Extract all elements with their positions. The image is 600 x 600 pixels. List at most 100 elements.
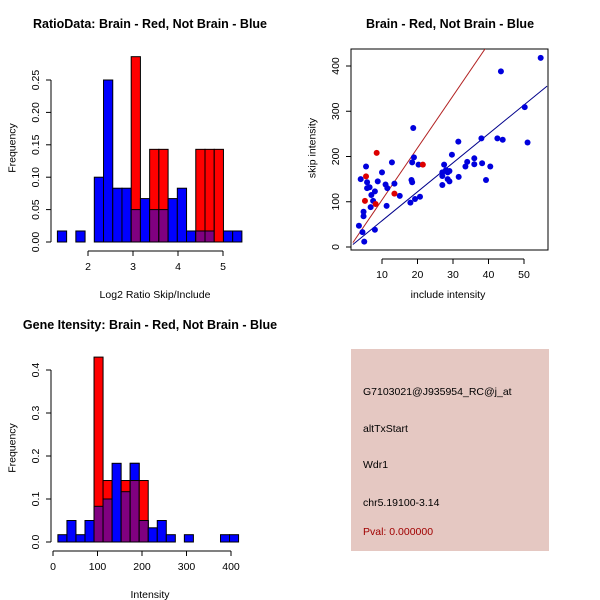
x-axis-label: Log2 Ratio Skip/Include — [100, 289, 211, 301]
x-tick-label: 30 — [447, 269, 459, 281]
y-axis-label: Frequency — [7, 122, 19, 172]
bar-not-brain — [84, 520, 95, 543]
bar-not-brain — [186, 230, 197, 243]
point-not-brain — [359, 229, 366, 236]
x-tick-label: 200 — [133, 561, 151, 573]
info-panel: G7103021@J935954_RC@j_at altTxStart Wdr1… — [351, 349, 549, 551]
y-axis-label: skip intensity — [307, 117, 319, 178]
point-not-brain — [446, 167, 453, 174]
point-not-brain — [446, 178, 453, 185]
point-not-brain — [497, 68, 504, 75]
bar-not-brain — [75, 230, 86, 243]
point-not-brain — [407, 199, 414, 206]
bar-not-brain — [121, 187, 132, 243]
bar-not-brain — [229, 534, 240, 543]
point-not-brain — [384, 185, 391, 192]
point-not-brain — [412, 196, 419, 203]
bar-not-brain — [139, 198, 151, 243]
x-axis-label: Intensity — [130, 589, 170, 600]
point-not-brain — [487, 163, 494, 170]
bar-overlap — [93, 505, 104, 543]
point-not-brain — [471, 155, 478, 162]
y-tick-label: 0.25 — [30, 70, 42, 91]
point-not-brain — [410, 124, 417, 131]
y-tick-label: 0.2 — [30, 449, 42, 464]
point-not-brain — [439, 182, 446, 189]
chart-title: Brain - Red, Not Brain - Blue — [366, 17, 534, 31]
point-not-brain — [494, 135, 501, 142]
plot-box — [350, 48, 549, 251]
bar-not-brain — [219, 534, 231, 543]
y-tick-label: 0.20 — [30, 102, 42, 123]
bar-not-brain — [56, 230, 68, 243]
gene-name: Wdr1 — [363, 459, 389, 471]
point-not-brain — [367, 204, 374, 211]
y-tick-label: 0.1 — [30, 492, 42, 507]
bar-not-brain — [222, 230, 234, 243]
bar-not-brain — [232, 230, 243, 243]
point-not-brain — [409, 159, 416, 166]
y-tick-label: 200 — [330, 148, 342, 166]
point-brain — [372, 201, 379, 208]
bar-brain — [213, 148, 224, 243]
bar-not-brain — [167, 198, 178, 243]
point-not-brain — [455, 138, 462, 145]
point-not-brain — [396, 192, 403, 199]
bar-not-brain — [75, 534, 86, 543]
fit-line — [352, 85, 548, 245]
chart-title: RatioData: Brain - Red, Not Brain - Blue — [33, 17, 267, 31]
point-brain — [419, 161, 426, 168]
y-tick-label: 0.15 — [30, 134, 42, 155]
bar-not-brain — [156, 520, 167, 543]
point-not-brain — [499, 136, 506, 143]
bar-not-brain — [112, 187, 123, 243]
point-not-brain — [441, 161, 448, 168]
fit-line — [352, 49, 486, 243]
point-not-brain — [364, 179, 371, 186]
x-tick-label: 4 — [175, 261, 181, 273]
point-not-brain — [371, 188, 378, 195]
point-not-brain — [363, 163, 370, 170]
point-not-brain — [455, 173, 462, 180]
point-brain — [391, 190, 398, 197]
x-tick-label: 20 — [412, 269, 424, 281]
y-tick-label: 400 — [330, 57, 342, 75]
point-brain — [361, 197, 368, 204]
x-tick-label: 50 — [518, 269, 530, 281]
bar-brain — [195, 148, 206, 243]
x-tick-label: 2 — [85, 261, 91, 273]
point-not-brain — [410, 154, 417, 161]
bar-not-brain — [176, 187, 188, 243]
bar-overlap — [149, 209, 160, 243]
point-not-brain — [383, 202, 390, 209]
bar-overlap — [158, 209, 169, 243]
point-brain — [363, 173, 370, 180]
y-tick-label: 0.3 — [30, 406, 42, 421]
point-not-brain — [374, 178, 381, 185]
bar-overlap — [138, 520, 149, 543]
x-tick-label: 0 — [50, 561, 56, 573]
point-not-brain — [479, 160, 486, 167]
bar-not-brain — [103, 79, 114, 243]
point-not-brain — [478, 135, 485, 142]
y-tick-label: 0.0 — [30, 535, 42, 550]
bar-not-brain — [66, 520, 77, 543]
point-not-brain — [361, 238, 368, 245]
point-not-brain — [371, 226, 378, 233]
point-not-brain — [409, 179, 416, 186]
point-not-brain — [483, 177, 490, 184]
bar-not-brain — [111, 462, 122, 543]
point-not-brain — [391, 180, 398, 187]
point-not-brain — [388, 159, 395, 166]
y-tick-label: 0.10 — [30, 167, 42, 188]
y-tick-label: 0 — [330, 244, 342, 250]
y-tick-label: 100 — [330, 193, 342, 211]
point-not-brain — [357, 176, 364, 183]
point-not-brain — [448, 151, 455, 158]
point-not-brain — [471, 161, 478, 168]
x-tick-label: 5 — [220, 261, 226, 273]
bar-not-brain — [165, 534, 176, 543]
bar-overlap — [120, 491, 131, 543]
y-tick-label: 300 — [330, 102, 342, 120]
point-not-brain — [366, 184, 373, 191]
